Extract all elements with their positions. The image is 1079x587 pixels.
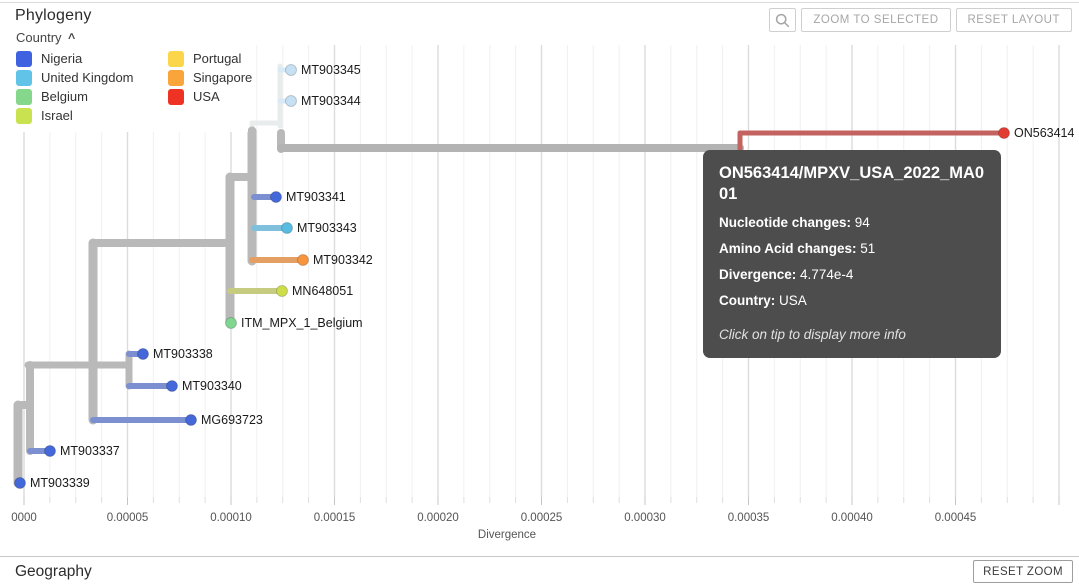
tooltip-field-value: 94 [851,215,870,231]
tip-label-MN648051[interactable]: MN648051 [292,284,353,298]
tip-node-ITM_MPX_1_Belgium[interactable] [225,317,237,329]
panel-title: Phylogeny [15,7,92,24]
legend-item-israel[interactable]: Israel [16,106,134,125]
tooltip-field-value: 51 [856,241,876,257]
legend-item-label: United Kingdom [41,70,134,85]
tooltip-row-nucleotide: Nucleotide changes: 94 [719,215,985,230]
legend-swatch [168,69,184,86]
tip-node-MT903344[interactable] [285,95,297,107]
legend-column: Nigeria United Kingdom Belgium Israel [16,49,134,125]
legend-swatch [16,69,32,86]
tip-node-ON563414[interactable] [998,127,1010,139]
legend-item-label: Portugal [193,51,242,66]
legend-swatch [16,88,32,105]
axis-tick-label: 0000 [11,512,37,524]
tooltip-hint: Click on tip to display more info [719,327,906,343]
tip-label-MT903339[interactable]: MT903339 [30,476,90,490]
legend-item-singapore[interactable]: Singapore [168,68,252,87]
top-divider [0,2,1079,3]
chevron-up-icon[interactable]: ∧ [66,31,77,42]
tip-label-ITM_MPX_1_Belgium[interactable]: ITM_MPX_1_Belgium [241,316,363,330]
axis-tick-label: 0.00030 [624,512,666,524]
legend-item-usa[interactable]: USA [168,87,252,106]
legend-item-nigeria[interactable]: Nigeria [16,49,134,68]
tooltip-title: ON563414/MPXV_USA_2022_MA001 [719,164,985,203]
tip-label-MT903340[interactable]: MT903340 [182,379,242,393]
legend-swatch [16,50,32,67]
tip-node-MT903341[interactable] [270,191,282,203]
tooltip-field-label: Country: [719,293,776,309]
reset-zoom-button[interactable]: RESET ZOOM [973,560,1073,583]
magnifier-icon [776,13,790,27]
tip-label-MT903342[interactable]: MT903342 [313,253,373,267]
legend-item-label: USA [193,89,220,104]
legend-swatch [168,50,184,67]
tooltip-field-value: USA [775,293,807,309]
tooltip-row-divergence: Divergence: 4.774e-4 [719,267,985,282]
axis-tick-label: 0.00005 [107,512,149,524]
tip-node-MT903337[interactable] [44,445,56,457]
legend-item-belgium[interactable]: Belgium [16,87,134,106]
legend-item-label: Israel [41,108,73,123]
tip-label-ON563414[interactable]: ON563414 [1014,126,1075,140]
legend-header[interactable]: Country ∧ [16,30,77,45]
tip-label-MG693723[interactable]: MG693723 [201,413,263,427]
axis-tick-label: 0.00010 [210,512,252,524]
tooltip-field-label: Divergence: [719,267,797,283]
tip-label-MT903343[interactable]: MT903343 [297,221,357,235]
axis-tick-label: 0.00015 [314,512,356,524]
legend-item-label: Singapore [193,70,253,85]
tip-node-MT903340[interactable] [166,380,178,392]
zoom-to-selected-button[interactable]: ZOOM TO SELECTED [801,8,951,32]
tooltip-field-label: Nucleotide changes: [719,215,852,231]
legend-item-label: Nigeria [41,51,83,66]
toolbar: ZOOM TO SELECTED RESET LAYOUT [769,8,1072,32]
legend-item-united-kingdom[interactable]: United Kingdom [16,68,134,87]
tip-tooltip: ON563414/MPXV_USA_2022_MA001 Nucleotide … [703,150,1001,359]
legend-swatch [16,107,32,124]
tip-node-MT903339[interactable] [14,477,26,489]
reset-layout-button[interactable]: RESET LAYOUT [955,8,1072,32]
legend-column: Portugal Singapore USA [168,49,252,106]
tip-label-MT903337[interactable]: MT903337 [60,444,120,458]
phylo-tree-canvas[interactable]: 0000 0.00005 0.00010 0.00015 0.00020 0.00025 0… [0,0,1079,548]
tooltip-field-value: 4.774e-4 [796,267,854,283]
legend-title: Country [16,30,62,45]
legend-swatch [168,88,184,105]
tip-label-MT903341[interactable]: MT903341 [286,190,346,204]
axis-tick-label: 0.00025 [521,512,563,524]
tooltip-row-aminoacid: Amino Acid changes: 51 [719,241,985,256]
zoom-button[interactable] [769,8,797,32]
legend-item-label: Belgium [41,89,88,104]
axis-tick-label: 0.00040 [831,512,873,524]
geography-title: Geography [15,563,92,580]
tip-node-MG693723[interactable] [185,414,197,426]
country-legend: Country ∧ Nigeria United Kingdom Belgium Is… [0,26,252,132]
tip-label-MT903344[interactable]: MT903344 [301,94,361,108]
tip-label-MT903345[interactable]: MT903345 [301,63,361,77]
tip-label-MT903338[interactable]: MT903338 [153,347,213,361]
tip-node-MT903342[interactable] [297,254,309,266]
axis-tick-label: 0.00020 [417,512,459,524]
tip-node-MT903343[interactable] [281,222,293,234]
tip-node-MT903338[interactable] [137,348,149,360]
axis-tick-label: 0.00035 [728,512,770,524]
tip-node-MT903345[interactable] [285,64,297,76]
geography-bar: Geography RESET ZOOM [0,556,1079,587]
axis-tick-label: 0.00045 [935,512,977,524]
tooltip-field-label: Amino Acid changes: [719,241,857,257]
tooltip-row-country: Country: USA [719,293,985,308]
legend-item-portugal[interactable]: Portugal [168,49,252,68]
axis-title: Divergence [478,529,536,541]
tip-node-MN648051[interactable] [276,285,288,297]
